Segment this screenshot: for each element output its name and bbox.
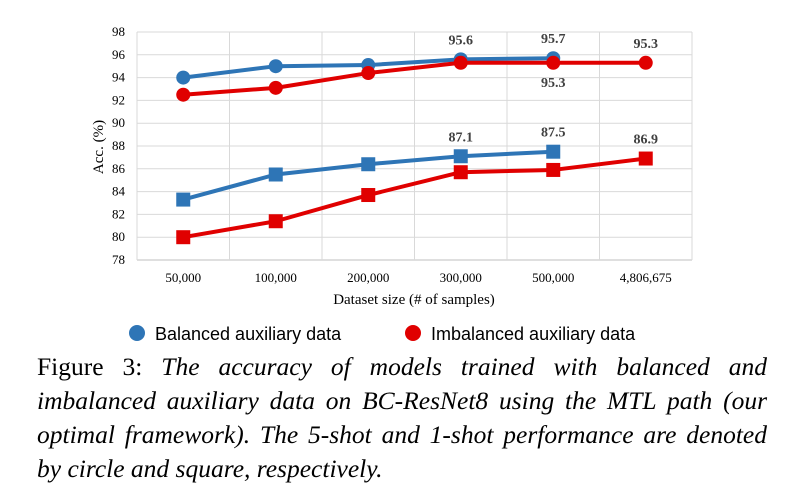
data-label: 95.3 <box>634 37 659 52</box>
data-point-square <box>361 188 376 203</box>
data-point-circle <box>638 55 653 70</box>
x-tick-label: 50,000 <box>165 270 201 285</box>
y-tick-label: 82 <box>112 206 125 221</box>
data-point-square <box>546 144 561 159</box>
data-point-square <box>361 157 376 172</box>
y-tick-label: 94 <box>112 70 126 85</box>
data-point-square <box>546 162 561 177</box>
x-tick-label: 200,000 <box>347 270 389 285</box>
y-tick-label: 98 <box>112 24 125 39</box>
data-point-circle <box>268 59 283 74</box>
legend-marker-imbalanced <box>405 325 421 341</box>
y-tick-label: 88 <box>112 138 125 153</box>
data-point-circle <box>176 87 191 102</box>
data-point-square <box>638 151 653 166</box>
y-axis-label: Acc. (%) <box>91 120 107 174</box>
caption-label: Figure 3: <box>37 352 162 381</box>
legend: Balanced auxiliary data Imbalanced auxil… <box>129 324 636 344</box>
data-label: 86.9 <box>634 133 659 148</box>
y-tick-label: 84 <box>112 184 126 199</box>
legend-marker-balanced <box>129 325 145 341</box>
y-tick-label: 78 <box>112 252 125 267</box>
data-label: 95.3 <box>541 76 566 91</box>
data-point-square <box>268 214 283 229</box>
x-tick-label: 500,000 <box>532 270 574 285</box>
y-tick-label: 86 <box>112 161 126 176</box>
x-axis-label: Dataset size (# of samples) <box>333 292 495 308</box>
y-tick-label: 80 <box>112 229 125 244</box>
data-label: 95.6 <box>449 33 474 48</box>
legend-label-balanced: Balanced auxiliary data <box>155 324 342 344</box>
series-markers <box>176 51 653 245</box>
x-tick-label: 100,000 <box>255 270 297 285</box>
data-label: 87.5 <box>541 126 566 141</box>
accuracy-line-chart: 78 80 82 84 86 88 90 92 94 96 98 50,000 100,000 200,… <box>91 24 693 344</box>
data-point-square <box>268 167 283 182</box>
gridlines <box>136 31 693 261</box>
series-line <box>181 60 648 97</box>
legend-label-imbalanced: Imbalanced auxiliary data <box>431 324 636 344</box>
data-point-square <box>176 192 191 207</box>
data-point-square <box>176 230 191 245</box>
data-point-square <box>453 165 468 180</box>
x-axis-ticks: 50,000 100,000 200,000 300,000 500,000 4,806,… <box>165 270 671 285</box>
y-tick-label: 96 <box>112 47 126 62</box>
figure-caption: Figure 3: The accuracy of models trained… <box>37 350 767 486</box>
y-tick-label: 90 <box>112 115 125 130</box>
data-label: 95.7 <box>541 32 566 47</box>
data-point-square <box>453 149 468 164</box>
data-point-circle <box>176 70 191 85</box>
y-tick-label: 92 <box>112 92 125 107</box>
caption-text: The accuracy of models trained with bala… <box>37 352 767 483</box>
series-line <box>181 156 648 240</box>
data-labels: 95.6 95.7 95.3 95.3 87.1 87.5 86.9 <box>449 32 659 147</box>
data-point-circle <box>268 80 283 95</box>
x-tick-label: 4,806,675 <box>620 270 672 285</box>
data-point-circle <box>361 66 376 81</box>
data-point-circle <box>546 55 561 70</box>
data-point-circle <box>453 55 468 70</box>
data-label: 87.1 <box>449 130 474 145</box>
x-tick-label: 300,000 <box>440 270 482 285</box>
y-axis-ticks: 78 80 82 84 86 88 90 92 94 96 98 <box>112 24 126 267</box>
